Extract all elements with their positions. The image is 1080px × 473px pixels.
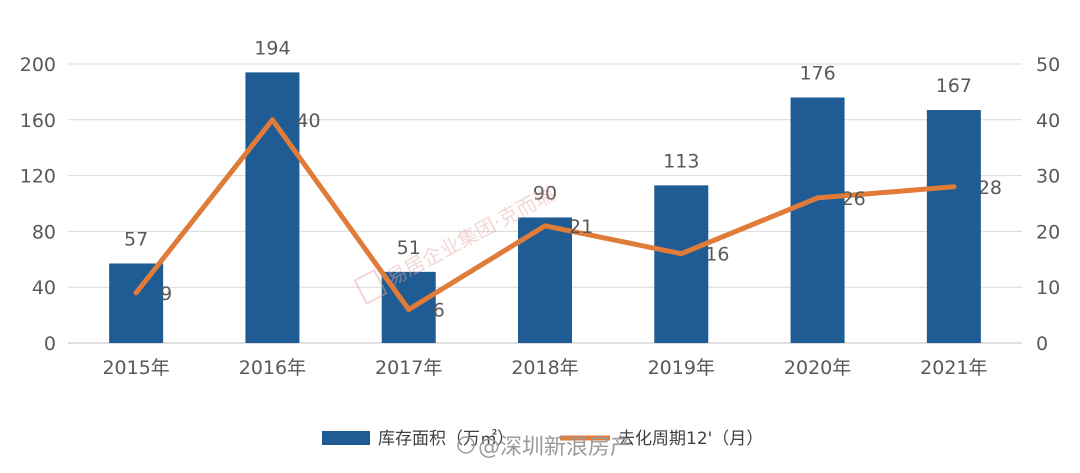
bar	[109, 263, 164, 343]
y-right-tick-label: 10	[1036, 277, 1060, 299]
y-right-tick-label: 50	[1036, 54, 1060, 76]
x-tick-label: 2015年	[102, 357, 169, 379]
y-left-tick-label: 80	[32, 221, 56, 243]
bar-value-label: 194	[254, 37, 290, 59]
line-point	[542, 223, 548, 229]
watermark-weibo: @深圳新浪房产	[457, 435, 632, 460]
x-tick-label: 2021年	[920, 357, 987, 379]
legend-swatch-bar	[322, 431, 370, 445]
line-point	[406, 307, 412, 313]
line-value-label: 40	[296, 110, 320, 132]
line-series	[133, 117, 957, 313]
legend: 库存面积（万㎡） 去化周期12'（月）	[322, 429, 763, 449]
line-value-label: 28	[978, 177, 1002, 199]
y-right-tick-label: 30	[1036, 166, 1060, 188]
y-left-tick-label: 160	[20, 110, 56, 132]
line-value-label: 16	[705, 244, 729, 266]
y-left-tick-label: 120	[20, 166, 56, 188]
line-point	[133, 290, 139, 296]
y-left-tick-label: 40	[32, 277, 56, 299]
axes: 0 40 80 120 160 200 0 10 20 30 40 50 2015年 2016年 2017年…	[20, 54, 1060, 379]
x-tick-label: 2018年	[511, 357, 578, 379]
legend-label-bar: 库存面积（万㎡）	[378, 429, 514, 449]
y-right-tick-label: 0	[1036, 333, 1048, 355]
line-point	[269, 117, 275, 123]
bar-value-label: 57	[124, 228, 148, 250]
bar-value-label: 113	[663, 150, 699, 172]
bar	[926, 110, 981, 343]
bar	[790, 97, 845, 343]
bar-value-label: 51	[397, 237, 421, 259]
line-point	[815, 195, 821, 201]
bar-value-label: 90	[533, 182, 557, 204]
x-tick-label: 2017年	[375, 357, 442, 379]
watermark-weibo-text: @深圳新浪房产	[478, 435, 632, 460]
y-right-tick-label: 40	[1036, 110, 1060, 132]
x-tick-label: 2019年	[648, 357, 715, 379]
line-point	[678, 251, 684, 257]
bar	[654, 185, 709, 343]
line-value-label: 21	[569, 216, 593, 238]
y-left-tick-label: 0	[44, 333, 56, 355]
y-right-tick-label: 20	[1036, 221, 1060, 243]
x-tick-label: 2020年	[784, 357, 851, 379]
line-value-label: 6	[433, 300, 445, 322]
legend-label-line: 去化周期12'（月）	[618, 429, 763, 449]
x-tick-label: 2016年	[239, 357, 306, 379]
line-point	[951, 184, 957, 190]
data-labels: 57 194 51 90 113 176 167 9 40 6 21 16 26 28	[124, 37, 1002, 321]
line-value-label: 9	[160, 283, 172, 305]
y-left-tick-label: 200	[20, 54, 56, 76]
bar	[245, 72, 300, 344]
bar-value-label: 167	[936, 75, 972, 97]
line-value-label: 26	[842, 188, 866, 210]
bar-value-label: 176	[799, 62, 835, 84]
